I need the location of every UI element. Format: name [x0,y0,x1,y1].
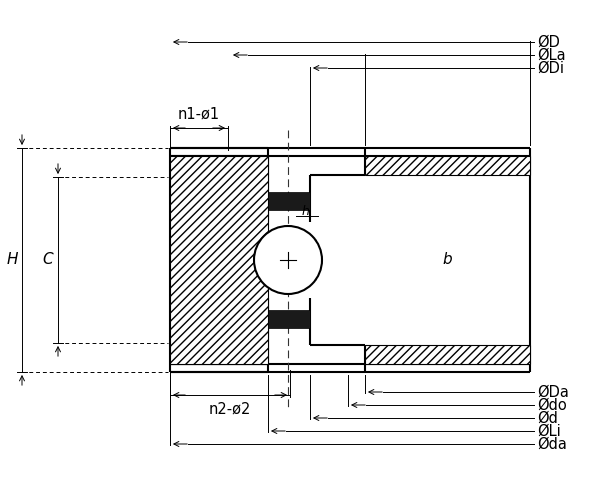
Text: ØDi: ØDi [537,60,564,75]
Text: n1-ø1: n1-ø1 [178,107,220,122]
Text: Ødo: Ødo [537,397,567,412]
Text: H: H [6,253,18,268]
Polygon shape [268,310,310,328]
Text: ØLa: ØLa [537,47,566,62]
Text: Ød: Ød [537,410,558,426]
Text: ØD: ØD [537,35,560,49]
Text: C: C [43,253,54,268]
Text: Øda: Øda [537,437,567,452]
Text: h: h [302,205,310,217]
Bar [365,156,530,175]
Polygon shape [268,192,310,210]
Text: ØDa: ØDa [537,384,569,399]
Bar [170,156,268,364]
Text: ØLi: ØLi [537,424,561,439]
Text: b: b [443,253,452,268]
Bar [365,345,530,364]
Circle shape [254,226,322,294]
Text: n2-ø2: n2-ø2 [209,401,251,416]
